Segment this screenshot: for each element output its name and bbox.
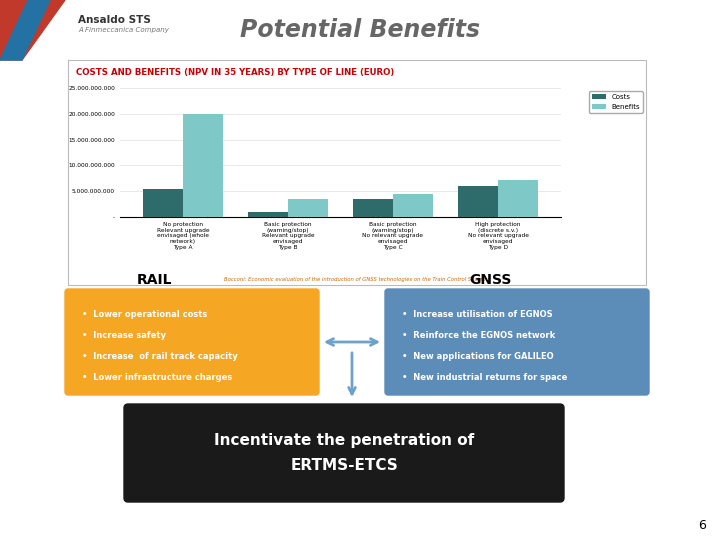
Text: •  Increase  of rail track capacity: • Increase of rail track capacity [82, 352, 238, 361]
FancyBboxPatch shape [65, 289, 319, 395]
Text: 6: 6 [698, 519, 706, 532]
Text: •  New applications for GALILEO: • New applications for GALILEO [402, 352, 554, 361]
FancyBboxPatch shape [124, 404, 564, 502]
Bar [393, 194, 433, 217]
Bar [458, 186, 498, 217]
Bar [183, 114, 223, 217]
Text: •  Increase safety: • Increase safety [82, 331, 166, 340]
Bar [353, 199, 393, 217]
Polygon shape [0, 0, 65, 60]
Polygon shape [0, 0, 50, 60]
Bar [498, 180, 538, 217]
Text: Bocconi: Economic evaluation of the introduction of GNSS technologies on the Tra: Bocconi: Economic evaluation of the intr… [224, 277, 490, 282]
Text: Potential Benefits: Potential Benefits [240, 18, 480, 42]
Bar [143, 188, 183, 217]
Text: •  Reinforce the EGNOS network: • Reinforce the EGNOS network [402, 331, 555, 340]
Text: Incentivate the penetration of: Incentivate the penetration of [214, 433, 474, 448]
Text: •  Increase utilisation of EGNOS: • Increase utilisation of EGNOS [402, 310, 553, 319]
Text: •  Lower operational costs: • Lower operational costs [82, 310, 207, 319]
Text: RAIL: RAIL [138, 273, 173, 287]
Text: •  New industrial returns for space: • New industrial returns for space [402, 373, 567, 382]
Bar [248, 212, 288, 217]
Text: Ansaldo STS: Ansaldo STS [78, 15, 151, 25]
Bar [288, 199, 328, 217]
Text: GNSS: GNSS [469, 273, 511, 287]
Legend: Costs, Benefits: Costs, Benefits [589, 91, 642, 112]
Bar [68, 60, 646, 285]
Text: A Finmeccanica Company: A Finmeccanica Company [78, 27, 169, 33]
Text: ERTMS-ETCS: ERTMS-ETCS [290, 458, 398, 474]
Text: COSTS AND BENEFITS (NPV IN 35 YEARS) BY TYPE OF LINE (EURO): COSTS AND BENEFITS (NPV IN 35 YEARS) BY … [76, 68, 395, 77]
Text: •  Lower infrastructure charges: • Lower infrastructure charges [82, 373, 233, 382]
FancyBboxPatch shape [385, 289, 649, 395]
